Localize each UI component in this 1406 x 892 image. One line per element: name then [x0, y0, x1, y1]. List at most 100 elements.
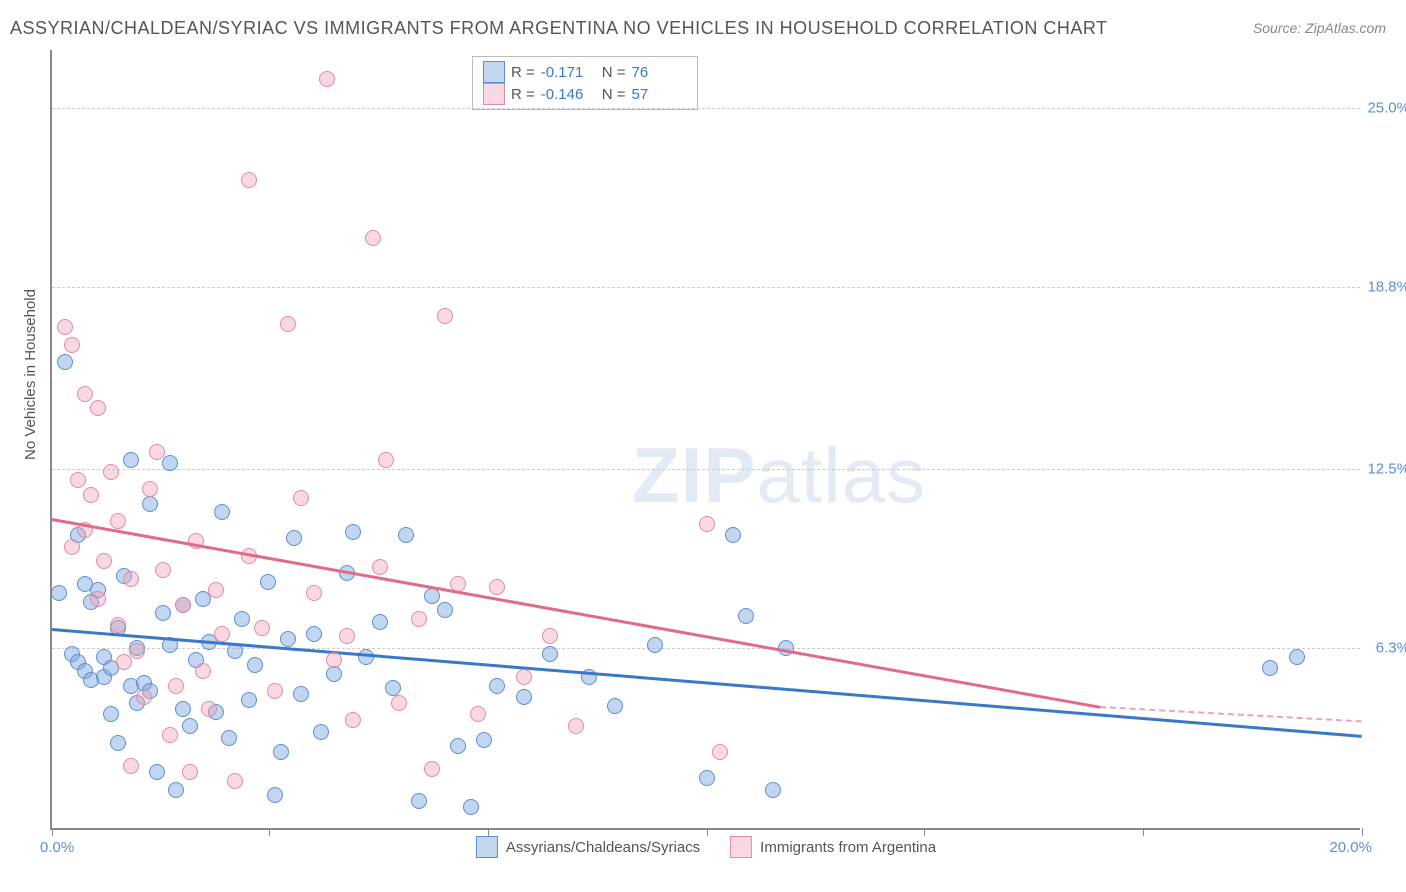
scatter-point — [437, 602, 453, 618]
scatter-point — [123, 452, 139, 468]
scatter-point — [345, 524, 361, 540]
scatter-point — [372, 614, 388, 630]
x-tick-mark — [52, 828, 53, 836]
legend-stats-row: R = -0.146 N = 57 — [483, 83, 687, 105]
scatter-point — [365, 230, 381, 246]
scatter-point — [123, 571, 139, 587]
scatter-point — [90, 591, 106, 607]
scatter-point — [391, 695, 407, 711]
chart-title: ASSYRIAN/CHALDEAN/SYRIAC VS IMMIGRANTS F… — [10, 18, 1108, 39]
scatter-point — [607, 698, 623, 714]
scatter-point — [149, 444, 165, 460]
scatter-point — [77, 386, 93, 402]
x-tick-mark — [1362, 828, 1363, 836]
scatter-point — [83, 487, 99, 503]
scatter-point — [110, 735, 126, 751]
scatter-point — [149, 764, 165, 780]
scatter-point — [542, 646, 558, 662]
scatter-point — [57, 319, 73, 335]
scatter-point — [110, 513, 126, 529]
scatter-point — [267, 683, 283, 699]
x-tick-mark — [488, 828, 489, 836]
scatter-point — [247, 657, 263, 673]
scatter-point — [489, 579, 505, 595]
scatter-point — [64, 539, 80, 555]
scatter-point — [162, 455, 178, 471]
swatch-icon — [476, 836, 498, 858]
y-tick-label: 25.0% — [1367, 99, 1406, 116]
scatter-point — [476, 732, 492, 748]
scatter-point — [489, 678, 505, 694]
scatter-point — [227, 773, 243, 789]
legend-bottom: Assyrians/Chaldeans/Syriacs Immigrants f… — [476, 836, 936, 858]
scatter-point — [542, 628, 558, 644]
scatter-point — [293, 490, 309, 506]
gridline — [52, 469, 1360, 470]
scatter-point — [372, 559, 388, 575]
x-tick-max: 20.0% — [1329, 839, 1372, 856]
legend-item: Immigrants from Argentina — [730, 836, 936, 858]
scatter-point — [424, 761, 440, 777]
gridline — [52, 108, 1360, 109]
x-tick-mark — [924, 828, 925, 836]
scatter-point — [175, 597, 191, 613]
scatter-point — [103, 706, 119, 722]
scatter-point — [254, 620, 270, 636]
scatter-point — [214, 626, 230, 642]
scatter-point — [1262, 660, 1278, 676]
y-tick-label: 18.8% — [1367, 278, 1406, 295]
scatter-point — [260, 574, 276, 590]
scatter-point — [175, 701, 191, 717]
legend-stats-box: R = -0.171 N = 76 R = -0.146 N = 57 — [472, 56, 698, 110]
scatter-point — [142, 496, 158, 512]
x-tick-mark — [707, 828, 708, 836]
scatter-point — [129, 643, 145, 659]
scatter-point — [411, 793, 427, 809]
scatter-point — [201, 701, 217, 717]
scatter-point — [738, 608, 754, 624]
scatter-point — [647, 637, 663, 653]
scatter-point — [699, 770, 715, 786]
scatter-point — [96, 553, 112, 569]
scatter-point — [241, 172, 257, 188]
scatter-point — [195, 663, 211, 679]
correlation-chart: ASSYRIAN/CHALDEAN/SYRIAC VS IMMIGRANTS F… — [0, 0, 1406, 892]
scatter-point — [182, 718, 198, 734]
scatter-point — [168, 782, 184, 798]
scatter-point — [57, 354, 73, 370]
scatter-point — [470, 706, 486, 722]
scatter-point — [411, 611, 427, 627]
scatter-point — [516, 689, 532, 705]
source-label: Source: ZipAtlas.com — [1253, 20, 1386, 36]
scatter-point — [214, 504, 230, 520]
scatter-point — [725, 527, 741, 543]
scatter-point — [319, 71, 335, 87]
scatter-point — [339, 628, 355, 644]
scatter-point — [142, 481, 158, 497]
scatter-point — [208, 582, 224, 598]
scatter-point — [90, 400, 106, 416]
y-tick-label: 12.5% — [1367, 460, 1406, 477]
scatter-point — [313, 724, 329, 740]
scatter-point — [110, 617, 126, 633]
x-tick-mark — [269, 828, 270, 836]
scatter-point — [712, 744, 728, 760]
y-axis-label: No Vehicles in Household — [22, 289, 39, 460]
scatter-point — [64, 337, 80, 353]
scatter-point — [326, 652, 342, 668]
legend-stats-row: R = -0.171 N = 76 — [483, 61, 687, 83]
scatter-point — [765, 782, 781, 798]
scatter-point — [378, 452, 394, 468]
plot-area: No Vehicles in Household ZIPatlas 0.0% 2… — [50, 50, 1360, 830]
scatter-point — [306, 626, 322, 642]
scatter-point — [273, 744, 289, 760]
scatter-point — [221, 730, 237, 746]
swatch-icon — [730, 836, 752, 858]
scatter-point — [168, 678, 184, 694]
scatter-point — [463, 799, 479, 815]
scatter-point — [280, 316, 296, 332]
scatter-point — [116, 654, 132, 670]
scatter-point — [1289, 649, 1305, 665]
scatter-point — [280, 631, 296, 647]
scatter-point — [306, 585, 322, 601]
